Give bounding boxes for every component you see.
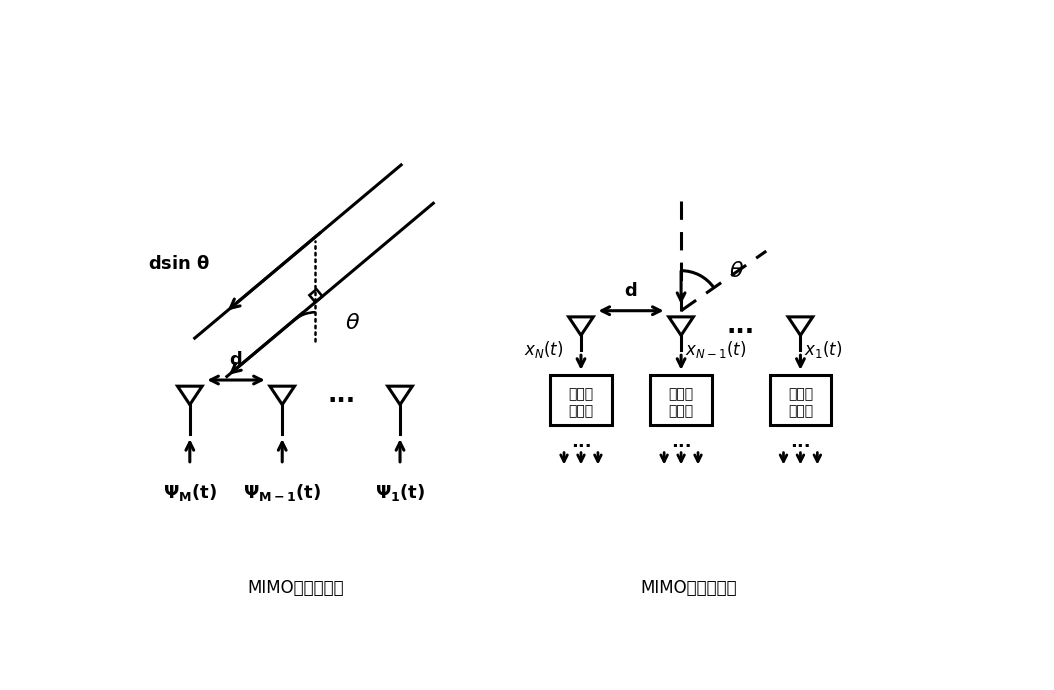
Text: d: d — [625, 282, 638, 300]
Text: 波器组: 波器组 — [668, 404, 694, 418]
Polygon shape — [550, 375, 611, 425]
Text: 匹配滤: 匹配滤 — [668, 387, 694, 401]
Polygon shape — [177, 386, 202, 404]
Text: $\mathbf{\Psi}_\mathbf{1}\mathbf{(t)}$: $\mathbf{\Psi}_\mathbf{1}\mathbf{(t)}$ — [375, 482, 425, 502]
Text: ...: ... — [570, 433, 591, 451]
Text: MIMO雷达发射端: MIMO雷达发射端 — [248, 579, 345, 597]
Text: MIMO雷达接收端: MIMO雷达接收端 — [641, 579, 737, 597]
Text: 匹配滤: 匹配滤 — [568, 387, 593, 401]
Text: $\theta$: $\theta$ — [345, 313, 359, 333]
Text: $\mathbf{\Psi}_\mathbf{M}\mathbf{(t)}$: $\mathbf{\Psi}_\mathbf{M}\mathbf{(t)}$ — [162, 482, 217, 502]
Text: $\mathbf{\Psi}_\mathbf{M-1}\mathbf{(t)}$: $\mathbf{\Psi}_\mathbf{M-1}\mathbf{(t)}$ — [243, 482, 321, 502]
Text: d: d — [230, 351, 242, 369]
Text: $x_N(t)$: $x_N(t)$ — [525, 339, 564, 360]
Text: 波器组: 波器组 — [788, 404, 813, 418]
Text: ...: ... — [670, 433, 691, 451]
Text: $x_1(t)$: $x_1(t)$ — [804, 339, 842, 360]
Polygon shape — [669, 317, 694, 335]
Polygon shape — [270, 386, 294, 404]
Text: 波器组: 波器组 — [568, 404, 593, 418]
Text: ...: ... — [327, 384, 355, 407]
Text: 匹配滤: 匹配滤 — [788, 387, 813, 401]
Text: ...: ... — [726, 314, 755, 338]
Text: $\theta$: $\theta$ — [728, 261, 744, 281]
Polygon shape — [650, 375, 711, 425]
Polygon shape — [569, 317, 593, 335]
Polygon shape — [388, 386, 412, 404]
Text: $\mathbf{dsin}\ \mathbf{\theta}$: $\mathbf{dsin}\ \mathbf{\theta}$ — [149, 255, 210, 273]
Text: $x_{N-1}(t)$: $x_{N-1}(t)$ — [685, 339, 746, 360]
Polygon shape — [788, 317, 813, 335]
Text: ...: ... — [790, 433, 811, 451]
Polygon shape — [769, 375, 832, 425]
